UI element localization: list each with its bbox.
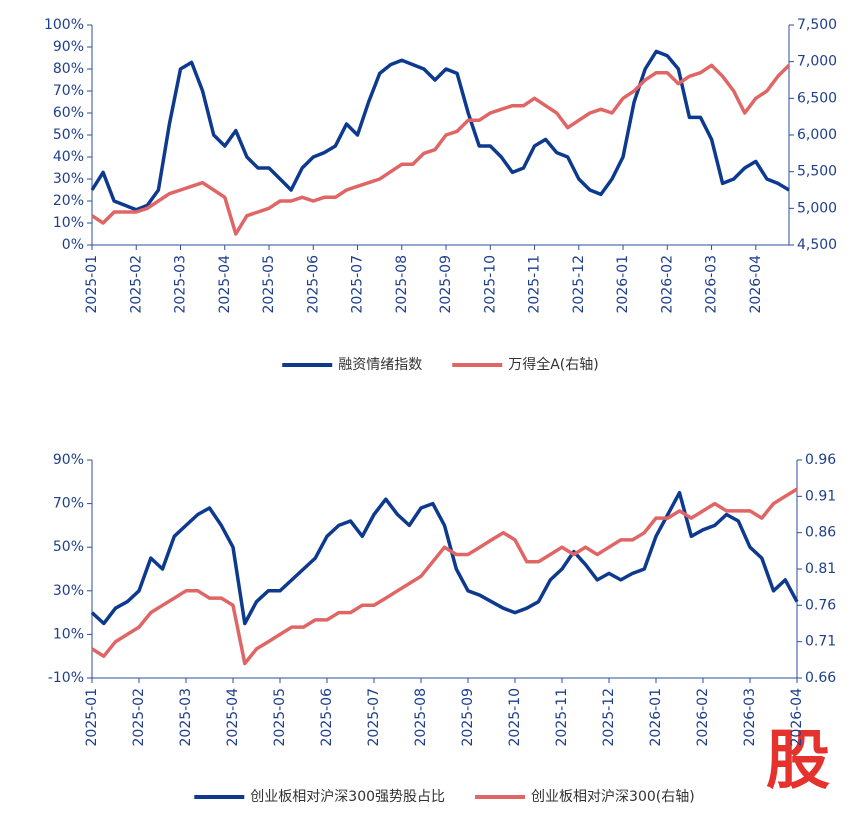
x-tick-label: 2025-04 (217, 255, 233, 314)
x-tick-label: 2025-07 (350, 255, 366, 314)
y-tick-label: 60% (53, 105, 84, 121)
y-tick-label: 70% (53, 83, 84, 99)
y2-tick-label: 0.71 (805, 634, 836, 650)
y2-tick-label: 0.96 (805, 452, 836, 468)
x-tick-label: 2026-02 (659, 255, 675, 314)
y-tick-label: 100% (44, 17, 84, 33)
x-tick-label: 2025-12 (601, 688, 617, 747)
y2-tick-label: 0.86 (805, 525, 836, 541)
x-tick-label: 2025-08 (394, 255, 410, 314)
y-tick-label: 50% (53, 127, 84, 143)
y2-tick-label: 6,000 (797, 127, 837, 143)
x-tick-label: 2026-04 (748, 255, 764, 314)
x-tick-label: 2025-03 (178, 688, 194, 747)
x-tick-label: 2025-12 (571, 255, 587, 314)
x-tick-label: 2025-02 (128, 255, 144, 314)
series-line (91, 63, 791, 236)
y2-tick-label: 7,000 (797, 54, 837, 70)
y2-tick-label: 6,500 (797, 90, 837, 106)
series-line (90, 49, 790, 212)
y-tick-label: 90% (53, 39, 84, 55)
x-tick-label: 2025-01 (84, 688, 100, 747)
y-tick-label: 90% (53, 452, 84, 468)
x-tick-label: 2026-03 (704, 255, 720, 314)
y-tick-label: 50% (53, 539, 84, 555)
y-tick-label: 30% (53, 171, 84, 187)
x-tick-label: 2025-09 (438, 255, 454, 314)
x-tick-label: 2026-01 (648, 688, 664, 747)
y-tick-label: 30% (53, 583, 84, 599)
y2-tick-label: 7,500 (797, 17, 837, 33)
x-tick-label: 2026-02 (695, 688, 711, 747)
x-tick-label: 2025-03 (173, 255, 189, 314)
legend-label: 万得全A(右轴) (508, 356, 599, 373)
y2-tick-label: 0.81 (805, 561, 836, 577)
y2-tick-label: 0.76 (805, 597, 836, 613)
x-tick-label: 2025-10 (507, 688, 523, 747)
y-tick-label: 40% (53, 149, 84, 165)
x-tick-label: 2025-11 (527, 255, 543, 314)
watermark: 股 (766, 725, 830, 799)
y-tick-label: 20% (53, 193, 84, 209)
x-tick-label: 2025-06 (319, 688, 335, 747)
y-tick-label: 10% (53, 215, 84, 231)
y-tick-label: 0% (62, 237, 84, 253)
x-tick-label: 2025-05 (272, 688, 288, 747)
x-tick-label: 2026-01 (615, 255, 631, 314)
y2-tick-label: 0.66 (805, 670, 836, 686)
x-tick-label: 2025-10 (482, 255, 498, 314)
series-line (90, 490, 799, 626)
series-line (91, 487, 798, 666)
y-tick-label: 10% (53, 626, 84, 642)
y2-tick-label: 0.91 (805, 488, 836, 504)
x-tick-label: 2025-08 (413, 688, 429, 747)
y2-tick-label: 5,000 (797, 200, 837, 216)
y-tick-label: 70% (53, 496, 84, 512)
x-tick-label: 2025-09 (460, 688, 476, 747)
x-tick-label: 2025-05 (261, 255, 277, 314)
x-tick-label: 2026-04 (789, 688, 805, 747)
x-tick-label: 2025-07 (366, 688, 382, 747)
x-tick-label: 2025-02 (131, 688, 147, 747)
legend-label: 融资情绪指数 (338, 357, 422, 373)
y2-tick-label: 5,500 (797, 164, 837, 180)
y2-tick-label: 4,500 (797, 237, 837, 253)
legend-label: 创业板相对沪深300强势股占比 (250, 789, 445, 805)
x-tick-label: 2025-01 (84, 255, 100, 314)
legend-label: 创业板相对沪深300(右轴) (531, 789, 695, 805)
x-tick-label: 2025-04 (225, 688, 241, 747)
y-tick-label: -10% (48, 670, 84, 686)
y-tick-label: 80% (53, 61, 84, 77)
x-tick-label: 2025-06 (305, 255, 321, 314)
x-tick-label: 2026-03 (742, 688, 758, 747)
x-tick-label: 2025-11 (554, 688, 570, 747)
